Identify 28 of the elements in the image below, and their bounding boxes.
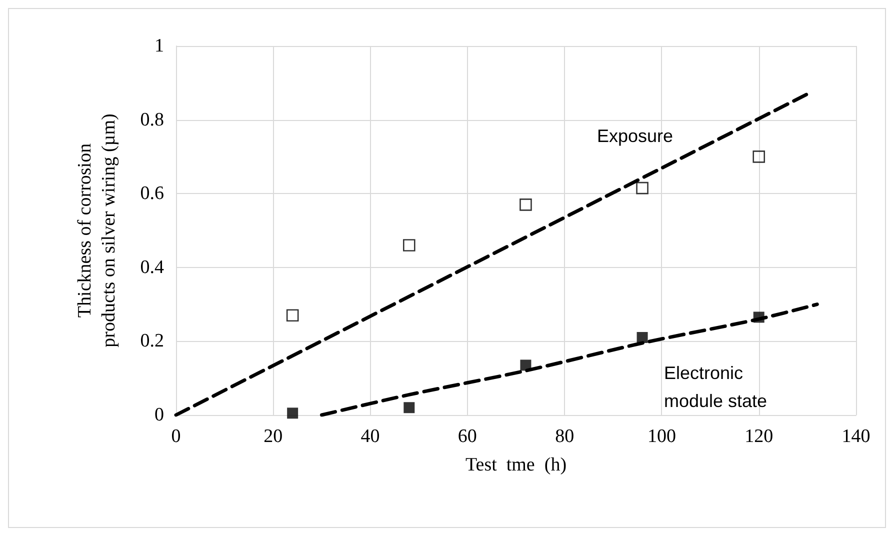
y-axis-title: Thickness of corrosion products on silver wiring (µm)	[74, 114, 120, 348]
x-tick-label: 80	[555, 426, 574, 447]
y-tick-label: 0.8	[140, 109, 164, 130]
point	[404, 402, 415, 414]
x-tick-label: 20	[264, 426, 283, 447]
annotation: Exposure	[597, 126, 674, 146]
point	[286, 309, 299, 322]
x-tick-label: 120	[744, 426, 774, 447]
line-series	[320, 302, 819, 417]
point	[520, 198, 532, 211]
y-tick-label: 0.6	[140, 183, 164, 204]
point	[402, 239, 416, 252]
point	[520, 360, 532, 371]
x-tick-label: 140	[842, 426, 870, 447]
annotation: Electronic module state	[664, 363, 768, 411]
y-tick-label: 1	[154, 36, 164, 56]
y-tick-label: 0.4	[140, 256, 164, 278]
x-tick-label: 60	[458, 426, 477, 447]
x-tick-label: 100	[647, 426, 676, 447]
point	[287, 408, 298, 419]
point	[636, 332, 648, 344]
y-tick-label: 0	[154, 404, 164, 426]
y-tick-label: 0.2	[140, 330, 164, 352]
x-tick-label: 0	[171, 426, 181, 447]
point	[752, 150, 766, 163]
x-axis-title: Test tme (h)	[465, 454, 567, 476]
x-tick-label: 40	[360, 426, 380, 447]
point	[636, 182, 648, 194]
